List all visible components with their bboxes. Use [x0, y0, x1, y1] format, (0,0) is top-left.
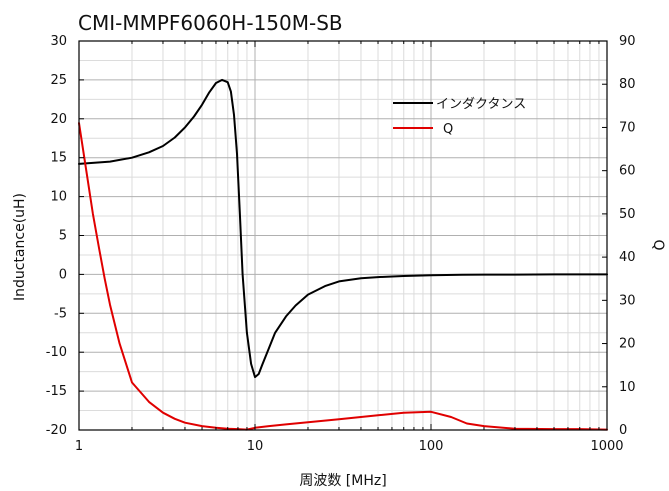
x-tick-labels: 1 10 100 1000 [75, 439, 624, 454]
y-tick-label: 20 [50, 112, 67, 127]
y-tick-label: 30 [50, 34, 67, 49]
ticks-layer [78, 40, 608, 431]
legend-label-inductance: インダクタンス [436, 97, 526, 112]
y-tick-label: 25 [50, 73, 67, 88]
y-tick-label: -5 [54, 306, 67, 321]
y2-tick-label: 60 [619, 164, 636, 179]
legend: インダクタンス Q [393, 97, 526, 137]
y2-tick-label: 40 [619, 250, 636, 265]
x-tick-label: 1000 [590, 439, 623, 454]
y-tick-labels: 30 25 20 15 10 5 0 -5 -10 -15 -20 [46, 34, 67, 438]
y2-tick-label: 90 [619, 34, 636, 49]
y2-tick-label: 0 [619, 423, 627, 438]
y2-axis-label: Q [650, 239, 666, 250]
grid-major [79, 41, 607, 430]
y-tick-label: 15 [50, 151, 67, 166]
y-axis-label: Inductance(uH) [12, 193, 28, 301]
y-tick-label: 10 [50, 190, 67, 205]
y-tick-label: 5 [59, 229, 67, 244]
legend-label-q: Q [443, 122, 453, 137]
y2-tick-label: 20 [619, 337, 636, 352]
y2-tick-label: 30 [619, 293, 636, 308]
x-tick-label: 1 [75, 439, 83, 454]
x-tick-label: 100 [419, 439, 444, 454]
y-tick-label: -15 [46, 384, 67, 399]
y-tick-label: -10 [46, 345, 67, 360]
x-tick-label: 10 [247, 439, 264, 454]
series-line-q [78, 122, 608, 431]
x-axis-label: 周波数 [MHz] [299, 473, 386, 489]
series-layer [78, 78, 608, 431]
y2-tick-label: 80 [619, 77, 636, 92]
chart-title: CMI-MMPF6060H-150M-SB [78, 11, 343, 35]
y2-tick-labels: 90 80 70 60 50 40 30 20 10 0 [619, 34, 636, 438]
y2-tick-label: 50 [619, 207, 636, 222]
series-line-inductance [78, 78, 608, 379]
y2-tick-label: 10 [619, 380, 636, 395]
y2-tick-label: 70 [619, 120, 636, 135]
y-tick-label: 0 [59, 267, 67, 282]
y-tick-label: -20 [46, 423, 67, 438]
